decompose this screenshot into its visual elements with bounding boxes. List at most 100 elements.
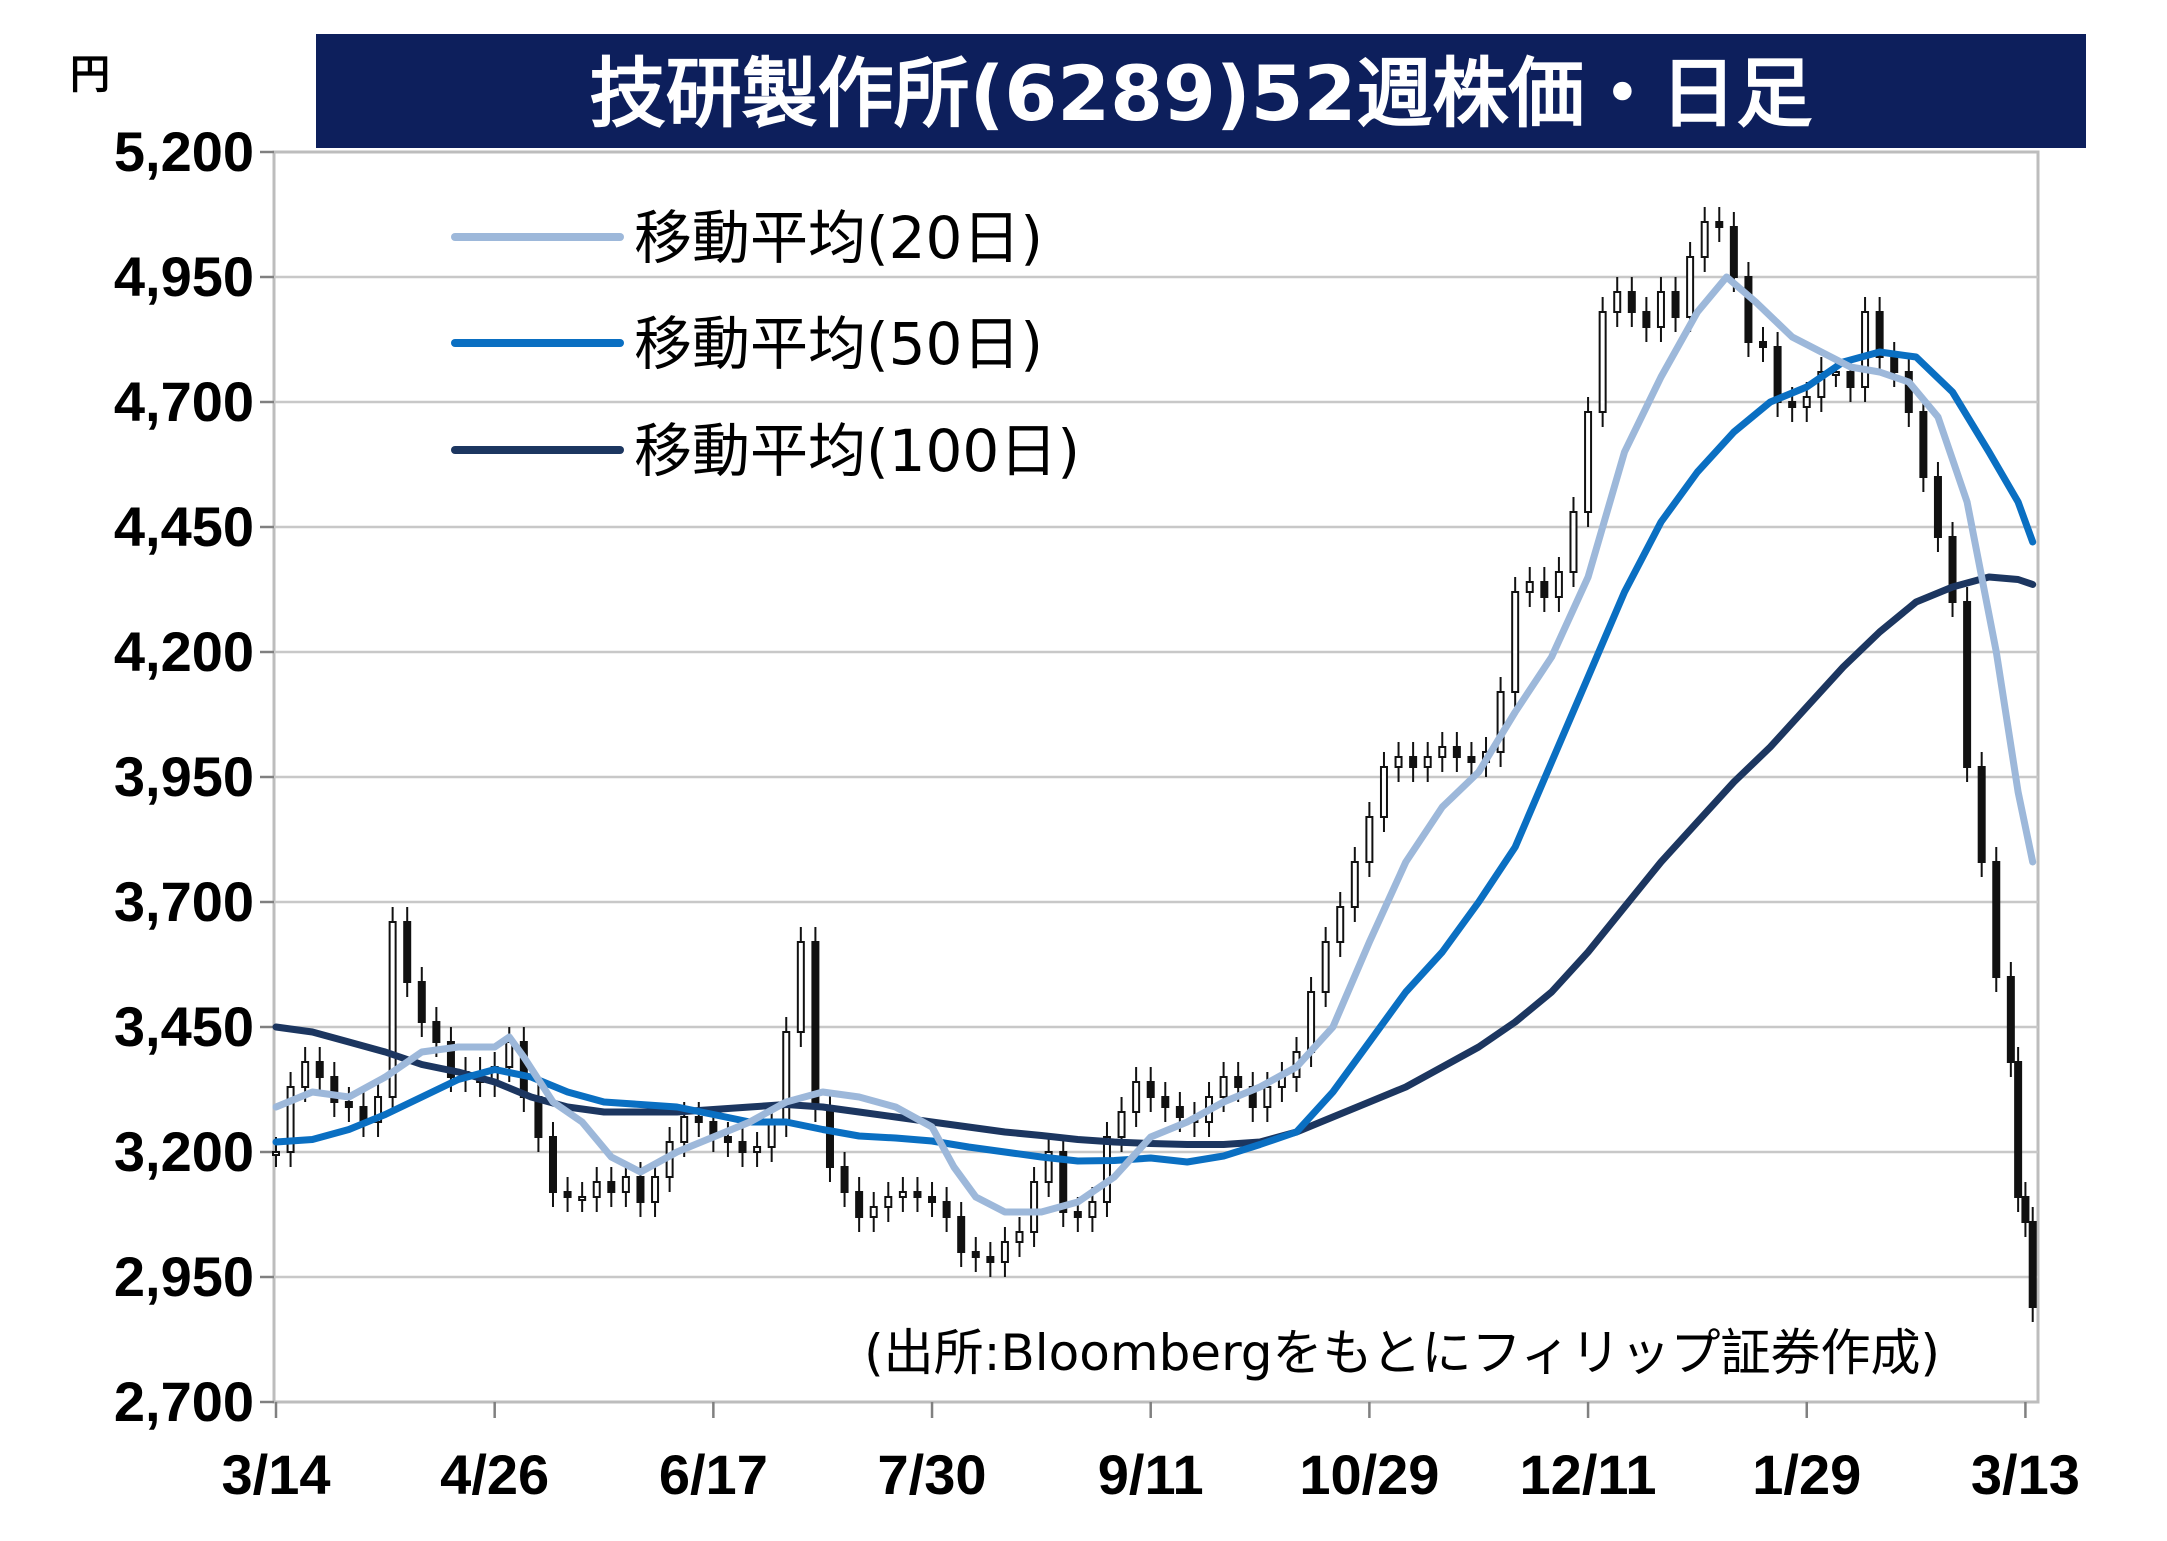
candle-body (1992, 861, 2001, 978)
candlestick (1963, 587, 1972, 782)
candle-body (1802, 396, 1811, 408)
candle-body (1948, 536, 1957, 603)
candle-body (1759, 341, 1768, 348)
candle-body (1511, 591, 1520, 693)
candlestick (1613, 277, 1622, 327)
y-tick-label: 5,200 (114, 120, 254, 183)
candle-body (330, 1076, 339, 1103)
candle-body (1102, 1136, 1111, 1203)
candle-body (855, 1191, 864, 1218)
y-tick-label: 2,700 (114, 1370, 254, 1433)
candle-body (315, 1061, 324, 1078)
candle-body (1788, 401, 1797, 408)
candle-body (301, 1061, 310, 1088)
chart-title: 技研製作所(6289)52週株価・日足 (590, 49, 1813, 138)
candlestick (344, 1087, 353, 1122)
candlestick (942, 1187, 951, 1232)
series-line-ma20 (272, 273, 2037, 1216)
candlestick (1423, 742, 1432, 782)
candlestick (928, 1182, 937, 1217)
y-tick-label: 4,950 (114, 245, 254, 308)
candle-body (621, 1176, 630, 1193)
candle-body (1030, 1181, 1039, 1233)
candle-body (1831, 371, 1840, 376)
candlestick (753, 1132, 762, 1167)
candlestick (1875, 297, 1884, 372)
candle-body (548, 1136, 557, 1193)
y-tick-label: 4,700 (114, 370, 254, 433)
candle-body (1671, 291, 1680, 318)
candlestick (1977, 752, 1986, 877)
candle-body (680, 1116, 689, 1143)
y-tick-label: 3,450 (114, 995, 254, 1058)
candle-body (1744, 276, 1753, 343)
x-tick-label: 12/11 (1520, 1443, 1657, 1506)
candlestick (1102, 1122, 1111, 1217)
candle-body (796, 941, 805, 1033)
candlestick (286, 1072, 295, 1167)
candle-body (286, 1086, 295, 1153)
candlestick (796, 927, 805, 1047)
candlestick (621, 1162, 630, 1207)
candlestick (1525, 567, 1534, 607)
candlestick (1394, 742, 1403, 782)
candlestick (1496, 677, 1505, 767)
candle-body (1321, 941, 1330, 993)
title-banner (316, 34, 2086, 148)
candlestick (1000, 1227, 1009, 1277)
candlestick (1059, 1137, 1068, 1227)
candle-body (636, 1176, 645, 1203)
y-tick-label: 4,450 (114, 495, 254, 558)
candle-body (403, 921, 412, 983)
source-note: (出所:Bloombergをもとにフィリップ証券作成) (864, 1324, 1940, 1382)
candle-body (1117, 1111, 1126, 1138)
candlestick (2014, 1047, 2023, 1212)
candlestick (1452, 732, 1461, 772)
candle-body (374, 1096, 383, 1123)
candlestick (1554, 557, 1563, 612)
candle-body (1452, 746, 1461, 758)
candle-body (607, 1181, 616, 1193)
candle-body (1175, 1106, 1184, 1118)
candle-body (1963, 601, 1972, 768)
y-tick-labels: 5,200 4,950 4,700 4,450 4,200 3,950 3,700 3,450… (114, 120, 254, 1433)
candle-body (272, 1151, 280, 1156)
candle-body (1627, 291, 1636, 313)
candle-body (1554, 571, 1563, 598)
y-tick-label: 3,700 (114, 870, 254, 933)
candlestick (1686, 242, 1695, 332)
y-tick-label: 4,200 (114, 620, 254, 683)
x-tick-label: 9/11 (1098, 1443, 1204, 1506)
candlestick (1161, 1082, 1170, 1122)
candle-body (1861, 311, 1870, 388)
candle-body (1088, 1201, 1097, 1218)
candle-body (753, 1146, 762, 1153)
candlestick (1933, 462, 1942, 552)
candle-body (1044, 1151, 1053, 1183)
candlestick (1336, 892, 1345, 957)
candle-body (578, 1196, 587, 1201)
candlestick (403, 907, 412, 997)
candle-body (563, 1191, 572, 1198)
candlestick (1321, 927, 1330, 1007)
candle-body (1729, 226, 1738, 278)
candle-body (1977, 766, 1986, 863)
y-tick-label: 3,200 (114, 1120, 254, 1183)
candlestick (1146, 1067, 1155, 1112)
candle-body (884, 1196, 893, 1208)
candle-body (986, 1256, 995, 1263)
candlestick (1744, 262, 1753, 357)
candle-body (1379, 766, 1388, 818)
candle-body (1875, 311, 1884, 358)
candle-body (1642, 311, 1651, 328)
candlestick (607, 1167, 616, 1207)
candlestick (2028, 1207, 2037, 1322)
candlestick (1409, 742, 1418, 782)
candle-body (446, 1041, 455, 1078)
candle-body (1234, 1076, 1243, 1088)
candlestick (2006, 962, 2015, 1077)
candle-body (1350, 861, 1359, 908)
candle-body (1890, 356, 1899, 373)
candle-body (898, 1191, 907, 1198)
x-tick-label: 10/29 (1299, 1443, 1439, 1506)
